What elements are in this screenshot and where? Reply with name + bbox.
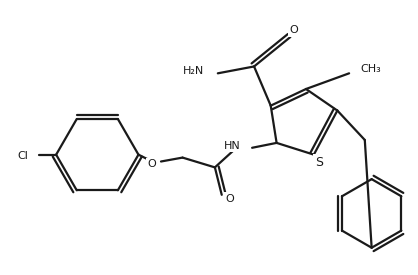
Text: HN: HN xyxy=(224,141,240,151)
Text: O: O xyxy=(225,194,234,204)
Text: H₂N: H₂N xyxy=(183,66,204,76)
Text: Cl: Cl xyxy=(18,151,29,161)
Text: O: O xyxy=(148,160,157,169)
Text: S: S xyxy=(315,156,323,169)
Text: CH₃: CH₃ xyxy=(361,64,382,75)
Text: O: O xyxy=(290,25,298,35)
